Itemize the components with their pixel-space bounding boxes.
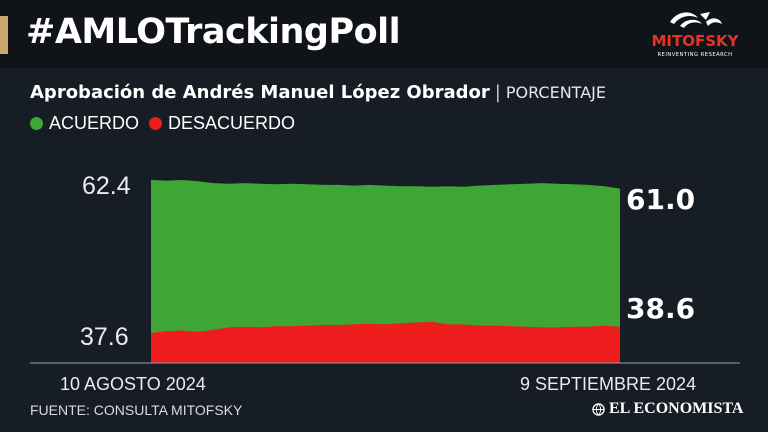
area-desacuerdo (151, 321, 620, 363)
area-acuerdo (151, 180, 620, 363)
legend-label-acuerdo: ACUERDO (49, 113, 140, 133)
unit-label: PORCENTAJE (505, 83, 606, 102)
x-tick-end: 9 SEPTIEMBRE 2024 (520, 374, 697, 394)
legend-dot-desacuerdo (149, 117, 163, 130)
logo-tagline: REINVENTING RESEARCH (657, 52, 732, 58)
legend: ACUERDO DESACUERDO (30, 113, 305, 134)
source-note: FUENTE: CONSULTA MITOFSKY (30, 402, 243, 418)
y-tick-bottom: 37.6 (80, 323, 129, 351)
publisher-name: EL ECONOMISTA (609, 400, 744, 417)
chart-subtitle: Aprobación de Andrés Manuel López Obrado… (30, 82, 606, 103)
accent-bar (0, 16, 8, 54)
legend-item-acuerdo: ACUERDO (30, 113, 139, 134)
page-title: #AMLOTrackingPoll (26, 12, 401, 52)
y-tick-top: 62.4 (82, 172, 131, 200)
x-tick-start: 10 AGOSTO 2024 (60, 374, 206, 394)
end-value-desacuerdo: 38.6 (626, 292, 696, 325)
chart-area (30, 180, 740, 364)
title-separator: | (494, 82, 501, 103)
legend-label-desacuerdo: DESACUERDO (168, 113, 296, 133)
globe-icon (592, 402, 605, 416)
logo-mark-icon (670, 12, 722, 28)
chart-title: Aprobación de Andrés Manuel López Obrado… (30, 82, 490, 103)
legend-item-desacuerdo: DESACUERDO (149, 113, 295, 134)
end-value-acuerdo: 61.0 (626, 183, 696, 216)
mitofsky-logo: MITOFSKY REINVENTING RESEARCH (651, 12, 740, 58)
header-band (0, 0, 768, 68)
logo-text: MITOFSKY (651, 32, 739, 50)
legend-dot-acuerdo (30, 117, 43, 130)
publisher-logo: EL ECONOMISTA (592, 400, 743, 418)
